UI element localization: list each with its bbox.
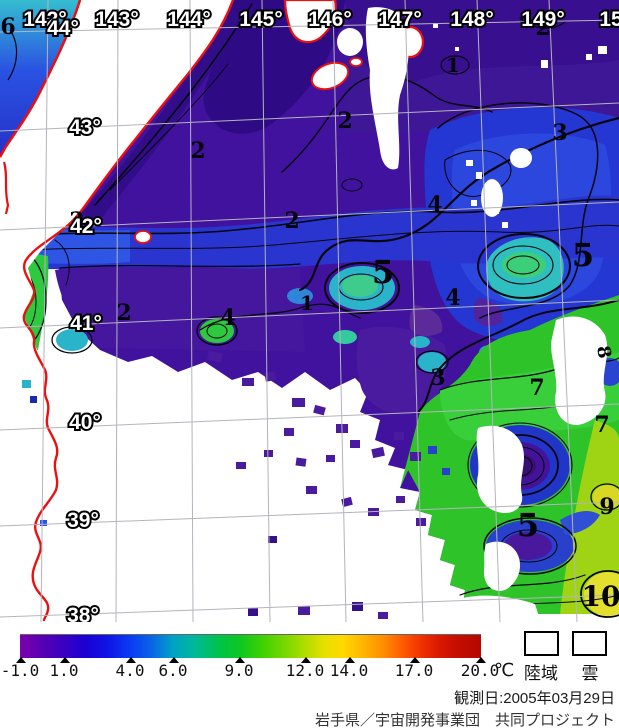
contour-label: 10 [582,580,619,613]
tick-mark [169,657,179,663]
lat-label: 39° [67,509,99,532]
observation-date: 観測日:2005年03月29日 [454,690,615,707]
tick-label: 12.0 [285,661,325,680]
contour-label: 4 [220,305,235,331]
tick-label: 14.0 [329,661,369,680]
lon-label: 143° [95,8,138,31]
unit-celsius-label: ℃ [494,660,515,681]
contour-value-labels: 6 2 2 2 2 2 4 1 5 1 4 4 3 2 3 5 7 8 7 5 … [0,14,619,613]
tick-mark [16,657,26,663]
tick-mark [126,657,136,663]
cloud-speckle-trail [433,23,607,228]
lon-label: 15 [599,8,619,31]
lon-label: 144° [167,8,210,31]
contour-label: 4 [427,192,442,218]
tick-mark [60,657,70,663]
contour-label: 2 [190,138,205,164]
contour-label: 2 [535,15,550,41]
coastline-east [60,0,235,232]
lon-label: 149° [521,8,564,31]
contour-label: 2 [337,108,352,134]
contour-label: 8 [592,344,615,360]
lat-label: 41° [70,312,102,335]
contour-label: 3 [552,120,567,146]
tick-mark [476,657,486,663]
lon-label: 145° [239,8,282,31]
latitude-labels: 44° 43° 42° 41° 40° 39° 38° [45,15,104,629]
contour-label: 2 [284,208,299,234]
contour-label: 7 [529,375,544,401]
lon-label: 146° [308,8,351,31]
lon-label: 147° [378,8,421,31]
tick-label: 1.0 [49,661,79,680]
sea-speckles-through-cloud [22,350,450,619]
legend-land-label: 陸域 [524,664,558,683]
sea-left-strip [0,0,80,157]
tick-mark [301,657,311,663]
tick-mark [235,657,245,663]
credit-line: 岩手県／宇宙開発事業団 共同プロジェクト [314,712,615,728]
tick-mark [345,657,355,663]
contour-label: 6 [0,14,15,40]
legend-land-swatch [524,631,559,656]
legend-cloud-label: 雲 [581,664,599,683]
longitude-labels: 142° 143° 144° 145° 146° 147° 148° 149° … [21,6,619,33]
contour-label: 1 [300,291,314,315]
tick-label: 4.0 [115,661,145,680]
contour-label: 4 [445,285,460,311]
cloud-masses [337,7,608,620]
tick-label: 17.0 [394,661,434,680]
contour-label: 5 [372,253,394,291]
tick-label: -1.0 [0,661,40,680]
lat-label: 38° [67,604,99,622]
contour-label: 7 [594,412,609,438]
lat-label: 44° [47,17,79,40]
tick-label: 9.0 [224,661,254,680]
tick-label: 20.0 [460,661,500,680]
contour-label: 1 [446,53,460,77]
temperature-colorbar [20,634,481,658]
lat-label: 43° [69,116,101,139]
lat-lon-grid [0,0,619,623]
contour-label: 3 [430,365,445,391]
lon-label: 142° [23,8,66,31]
lat-label: 42° [70,215,102,238]
contour-label: 2 [69,208,84,234]
tick-mark [410,657,420,663]
contour-label: 9 [599,494,614,520]
legend-cloud-swatch [572,631,607,656]
lat-label: 40° [69,411,101,434]
contour-label: 2 [116,300,131,326]
tick-label: 6.0 [158,661,188,680]
contour-label: 5 [572,236,594,274]
contour-label: 5 [517,506,539,544]
sst-map: 6 2 2 2 2 2 4 1 5 1 4 4 3 2 3 5 7 8 7 5 … [0,0,619,629]
lon-label: 148° [450,8,493,31]
